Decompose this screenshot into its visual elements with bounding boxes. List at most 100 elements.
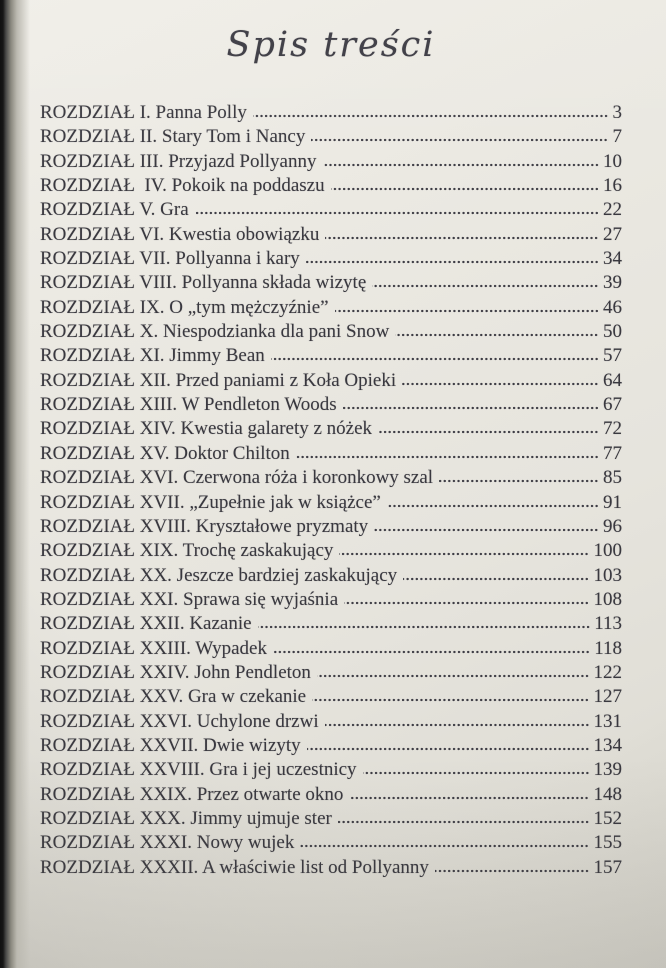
dot-leader bbox=[324, 722, 590, 727]
toc-entry: ROZDZIAŁ XXV. Gra w czekanie 127 bbox=[40, 686, 622, 710]
toc-entry: ROZDZIAŁ II. Stary Tom i Nancy 7 bbox=[40, 126, 622, 150]
toc-entry-label: ROZDZIAŁ XXIII. Wypadek bbox=[40, 637, 267, 659]
toc-entry-label: ROZDZIAŁ XXXII. A właściwie list od Poll… bbox=[40, 856, 429, 878]
dot-leader bbox=[305, 260, 599, 265]
toc-entry-page: 64 bbox=[603, 369, 622, 391]
toc-entry-label: ROZDZIAŁ XVII. „Zupełnie jak w książce” bbox=[40, 491, 381, 513]
toc-entry-label: ROZDZIAŁ IX. O „tym mężczyźnie” bbox=[40, 296, 329, 318]
dot-leader bbox=[334, 308, 599, 313]
table-of-contents: ROZDZIAŁ I. Panna Polly 3 ROZDZIAŁ II. S… bbox=[40, 102, 622, 881]
toc-entry: ROZDZIAŁ XII. Przed paniami z Koła Opiek… bbox=[40, 370, 622, 394]
toc-entry-label: ROZDZIAŁ XV. Doktor Chilton bbox=[40, 442, 290, 464]
dot-leader bbox=[378, 430, 599, 435]
toc-entry-label: ROZDZIAŁ XVI. Czerwona róża i koronkowy … bbox=[40, 467, 434, 489]
dot-leader bbox=[344, 600, 590, 605]
dot-leader bbox=[306, 746, 590, 751]
toc-entry-page: 50 bbox=[603, 321, 622, 343]
toc-entry-page: 67 bbox=[603, 394, 622, 416]
toc-entry-page: 27 bbox=[603, 223, 622, 245]
dot-leader bbox=[342, 406, 599, 411]
toc-entry: ROZDZIAŁ XI. Jimmy Bean 57 bbox=[40, 345, 622, 369]
toc-entry-label: ROZDZIAŁ XXVIII. Gra i jej uczestnicy bbox=[40, 759, 357, 781]
book-spine-edge bbox=[0, 0, 30, 968]
dot-leader bbox=[372, 284, 599, 289]
dot-leader bbox=[252, 114, 609, 118]
toc-entry-label: ROZDZIAŁ XIII. W Pendleton Woods bbox=[40, 394, 337, 416]
dot-leader bbox=[395, 333, 599, 338]
toc-entry-label: ROZDZIAŁ XXVI. Uchylone drzwi bbox=[40, 710, 319, 732]
toc-entry: ROZDZIAŁ V. Gra 22 bbox=[40, 199, 622, 223]
toc-entry: ROZDZIAŁ XIX. Trochę zaskakujący 100 bbox=[40, 540, 622, 564]
toc-entry-label: ROZDZIAŁ XII. Przed paniami z Koła Opiek… bbox=[40, 369, 397, 391]
toc-entry: ROZDZIAŁ XXVI. Uchylone drzwi 131 bbox=[40, 711, 622, 735]
toc-entry: ROZDZIAŁ XXII. Kazanie 113 bbox=[40, 613, 622, 637]
dot-leader bbox=[434, 868, 590, 873]
toc-entry-label: ROZDZIAŁ XVIII. Kryształowe pryzmaty bbox=[40, 515, 369, 537]
page-title: Spis treści bbox=[226, 25, 436, 65]
toc-entry-page: 77 bbox=[603, 442, 622, 464]
toc-entry-label: ROZDZIAŁ X. Niespodzianka dla pani Snow bbox=[40, 321, 390, 343]
dot-leader bbox=[362, 771, 590, 776]
toc-entry-page: 134 bbox=[593, 734, 623, 756]
toc-entry-page: 155 bbox=[593, 832, 623, 854]
toc-entry: ROZDZIAŁ III. Przyjazd Pollyanny 10 bbox=[40, 151, 622, 175]
toc-entry-page: 108 bbox=[593, 588, 623, 610]
toc-entry-page: 157 bbox=[593, 856, 623, 878]
toc-entry-label: ROZDZIAŁ XXV. Gra w czekanie bbox=[40, 686, 307, 708]
toc-entry-page: 139 bbox=[593, 759, 623, 781]
toc-entry-page: 152 bbox=[593, 807, 623, 829]
toc-entry: ROZDZIAŁ XXXI. Nowy wujek 155 bbox=[40, 832, 622, 856]
toc-entry-label: ROZDZIAŁ XXXI. Nowy wujek bbox=[40, 832, 295, 854]
toc-entry-label: ROZDZIAŁ II. Stary Tom i Nancy bbox=[40, 126, 306, 148]
toc-entry: ROZDZIAŁ XVI. Czerwona róża i koronkowy … bbox=[40, 467, 622, 491]
toc-entry-label: ROZDZIAŁ VI. Kwestia obowiązku bbox=[40, 223, 320, 245]
toc-entry: ROZDZIAŁ X. Niespodzianka dla pani Snow … bbox=[40, 321, 622, 345]
dot-leader bbox=[257, 625, 591, 630]
toc-entry-label: ROZDZIAŁ XI. Jimmy Bean bbox=[40, 345, 265, 367]
dot-leader bbox=[272, 649, 591, 654]
toc-entry: ROZDZIAŁ XXVII. Dwie wizyty 134 bbox=[40, 735, 622, 759]
toc-entry: ROZDZIAŁ XXVIII. Gra i jej uczestnicy 13… bbox=[40, 759, 622, 783]
dot-leader bbox=[311, 138, 609, 143]
dot-leader bbox=[270, 357, 599, 362]
toc-entry: ROZDZIAŁ XXIX. Przez otwarte okno 148 bbox=[40, 784, 622, 808]
toc-entry-label: ROZDZIAŁ XXVII. Dwie wizyty bbox=[40, 734, 301, 756]
toc-entry-label: ROZDZIAŁ III. Przyjazd Pollyanny bbox=[40, 150, 317, 172]
dot-leader bbox=[300, 844, 590, 849]
dot-leader bbox=[339, 552, 590, 557]
toc-entry-page: 148 bbox=[593, 783, 623, 805]
dot-leader bbox=[402, 381, 599, 386]
dot-leader bbox=[325, 235, 599, 240]
toc-entry-page: 57 bbox=[603, 345, 622, 367]
toc-entry: ROZDZIAŁ IX. O „tym mężczyźnie” 46 bbox=[40, 297, 622, 321]
toc-entry-label: ROZDZIAŁ XIV. Kwestia galarety z nóżek bbox=[40, 418, 373, 440]
toc-entry-page: 131 bbox=[593, 710, 623, 732]
dot-leader bbox=[316, 673, 590, 678]
toc-entry: ROZDZIAŁ I. Panna Polly 3 bbox=[40, 102, 622, 126]
toc-entry: ROZDZIAŁ IV. Pokoik na poddaszu 16 bbox=[40, 175, 622, 199]
dot-leader bbox=[295, 454, 599, 459]
toc-entry: ROZDZIAŁ XXI. Sprawa się wyjaśnia 108 bbox=[40, 589, 622, 613]
dot-leader bbox=[322, 162, 599, 167]
toc-entry-page: 3 bbox=[612, 102, 623, 123]
toc-entry-page: 91 bbox=[603, 491, 622, 513]
dot-leader bbox=[386, 503, 599, 508]
toc-entry-label: ROZDZIAŁ V. Gra bbox=[40, 199, 189, 221]
toc-entry-label: ROZDZIAŁ XXII. Kazanie bbox=[40, 613, 252, 635]
toc-entry-page: 118 bbox=[594, 637, 622, 659]
dot-leader bbox=[374, 527, 599, 532]
dot-leader bbox=[330, 187, 599, 192]
toc-entry-label: ROZDZIAŁ VIII. Pollyanna składa wizytę bbox=[40, 272, 367, 294]
toc-entry-page: 122 bbox=[593, 661, 623, 683]
toc-entry: ROZDZIAŁ XXX. Jimmy ujmuje ster 152 bbox=[40, 808, 622, 832]
toc-entry: ROZDZIAŁ XV. Doktor Chilton 77 bbox=[40, 443, 622, 467]
toc-entry-page: 96 bbox=[603, 515, 622, 537]
toc-entry-page: 103 bbox=[593, 564, 623, 586]
toc-entry-label: ROZDZIAŁ XXIV. John Pendleton bbox=[40, 661, 311, 683]
toc-entry-page: 113 bbox=[594, 613, 622, 635]
toc-entry: ROZDZIAŁ VIII. Pollyanna składa wizytę 3… bbox=[40, 272, 622, 296]
dot-leader bbox=[194, 211, 599, 216]
toc-entry-page: 127 bbox=[593, 686, 623, 708]
